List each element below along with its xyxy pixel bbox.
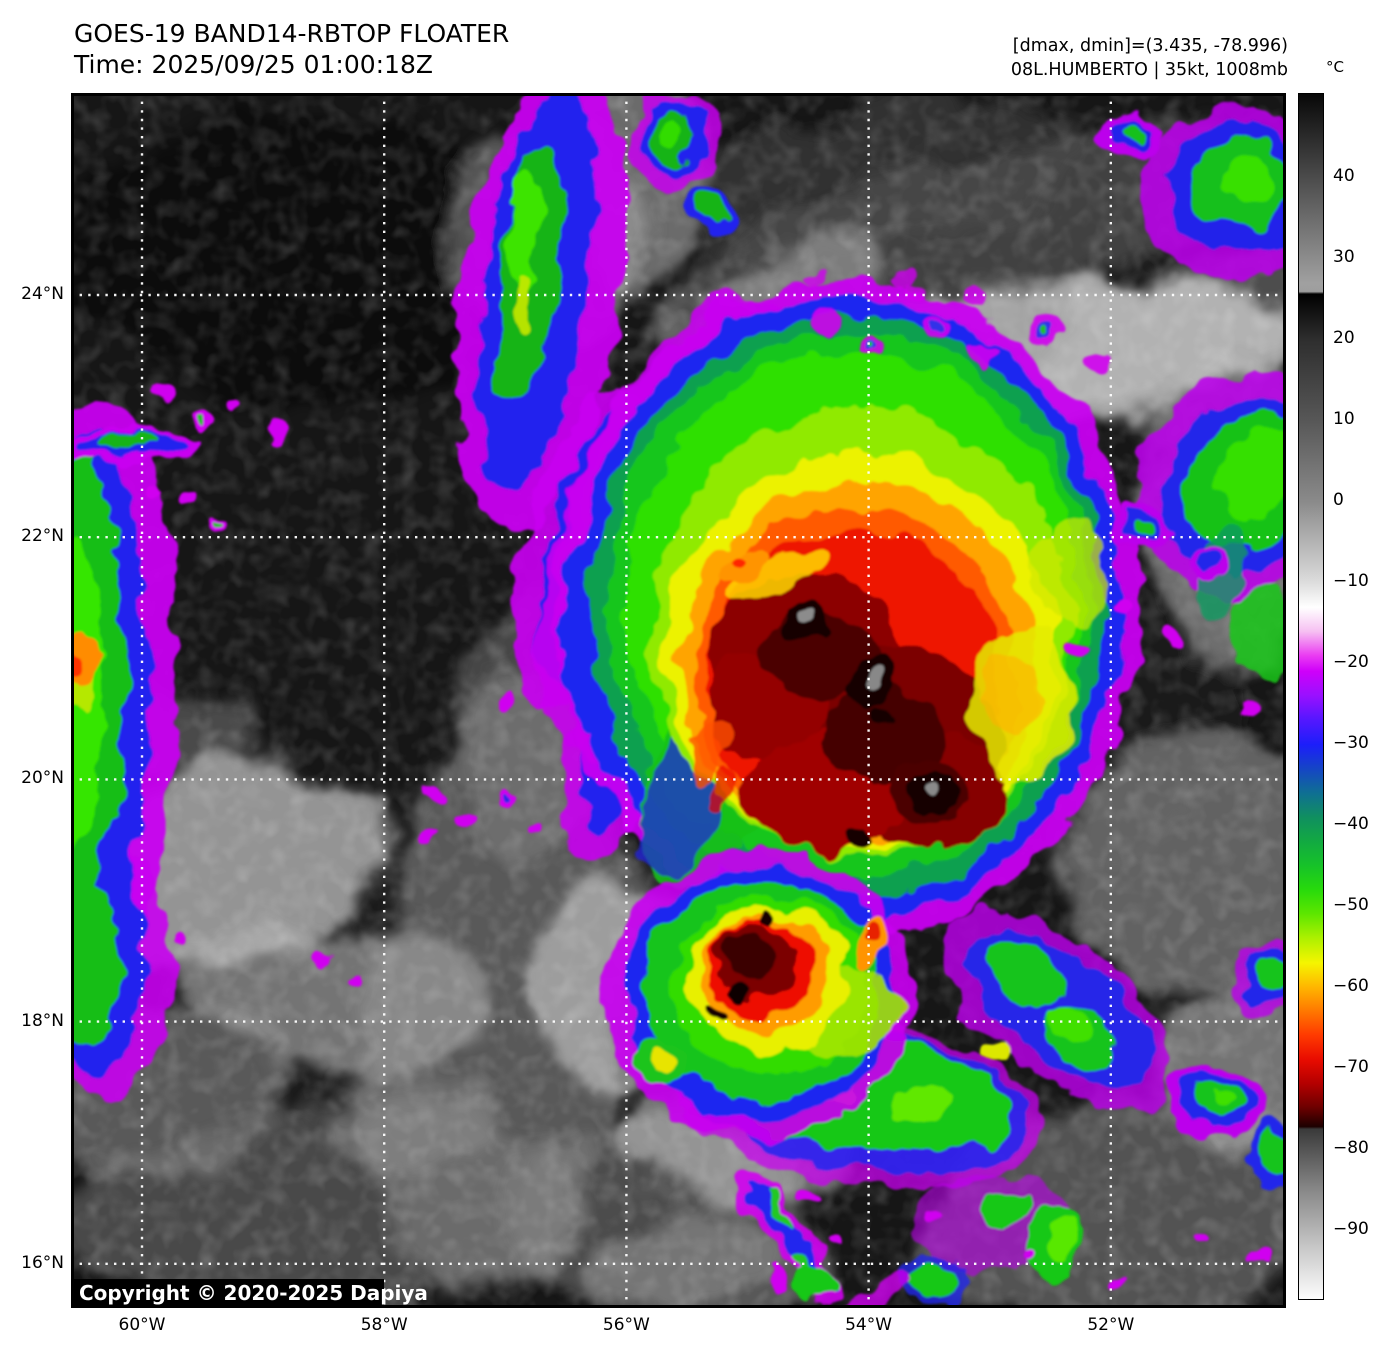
- copyright-badge: Copyright © 2020-2025 Dapiya: [71, 1279, 428, 1308]
- colorbar-tick-label: −90: [1333, 1219, 1369, 1240]
- colorbar-tick-label: −70: [1333, 1057, 1369, 1078]
- product-title-line1: GOES-19 BAND14-RBTOP FLOATER: [74, 19, 510, 48]
- lat-tick-label: 16°N: [21, 1252, 64, 1273]
- lon-tick-label: 56°W: [602, 1315, 650, 1335]
- lat-tick-label: 24°N: [21, 284, 64, 304]
- colorbar-unit-label: °C: [1326, 58, 1344, 76]
- storm-id-wind-pressure: 08L.HUMBERTO | 35kt, 1008mb: [1010, 60, 1288, 80]
- colorbar-tick-label: 20: [1333, 328, 1355, 349]
- lat-tick-label: 20°N: [21, 768, 64, 789]
- peripheral-convection-scatter: [735, 108, 1286, 1308]
- colorbar-tick-label: 30: [1333, 247, 1355, 268]
- colorbar-tick-label: −20: [1333, 652, 1369, 673]
- lat-tick-label: 22°N: [21, 526, 64, 547]
- product-title: GOES-19 BAND14-RBTOP FLOATER Time: 2025/0…: [74, 18, 509, 80]
- colorbar-tick-label: 10: [1333, 409, 1355, 430]
- lon-tick-label: 52°W: [1087, 1315, 1135, 1335]
- colorbar-tick-label: −10: [1333, 571, 1369, 592]
- lon-tick-label: 58°W: [360, 1315, 408, 1335]
- lon-tick-label: 60°W: [118, 1315, 166, 1335]
- southern-convective-cell: [604, 853, 1048, 1189]
- colorbar-tick-label: 40: [1333, 166, 1355, 187]
- map-border: [71, 93, 1286, 1308]
- colorbar-tick-label: −40: [1333, 814, 1369, 835]
- colorbar-tick-label: −30: [1333, 733, 1369, 754]
- lon-tick-label: 54°W: [845, 1315, 893, 1335]
- satellite-image-canvas: [71, 93, 1286, 1308]
- dmax-dmin-readout: [dmax, dmin]=(3.435, -78.996): [1012, 36, 1288, 56]
- colorbar-tick-label: −50: [1333, 895, 1369, 916]
- temperature-colorbar: [1298, 93, 1324, 1300]
- storm-main-cdo: [538, 278, 1138, 938]
- storm-info: [dmax, dmin]=(3.435, -78.996) 08L.HUMBERT…: [1011, 34, 1288, 82]
- product-time-line: Time: 2025/09/25 01:00:18Z: [74, 50, 433, 79]
- colorbar-tick-label: −80: [1333, 1138, 1369, 1159]
- colorbar-tick-label: −60: [1333, 976, 1369, 997]
- colorbar-tick-label: 0: [1333, 490, 1344, 511]
- satellite-map: [71, 93, 1286, 1308]
- lat-tick-label: 18°N: [21, 1010, 64, 1031]
